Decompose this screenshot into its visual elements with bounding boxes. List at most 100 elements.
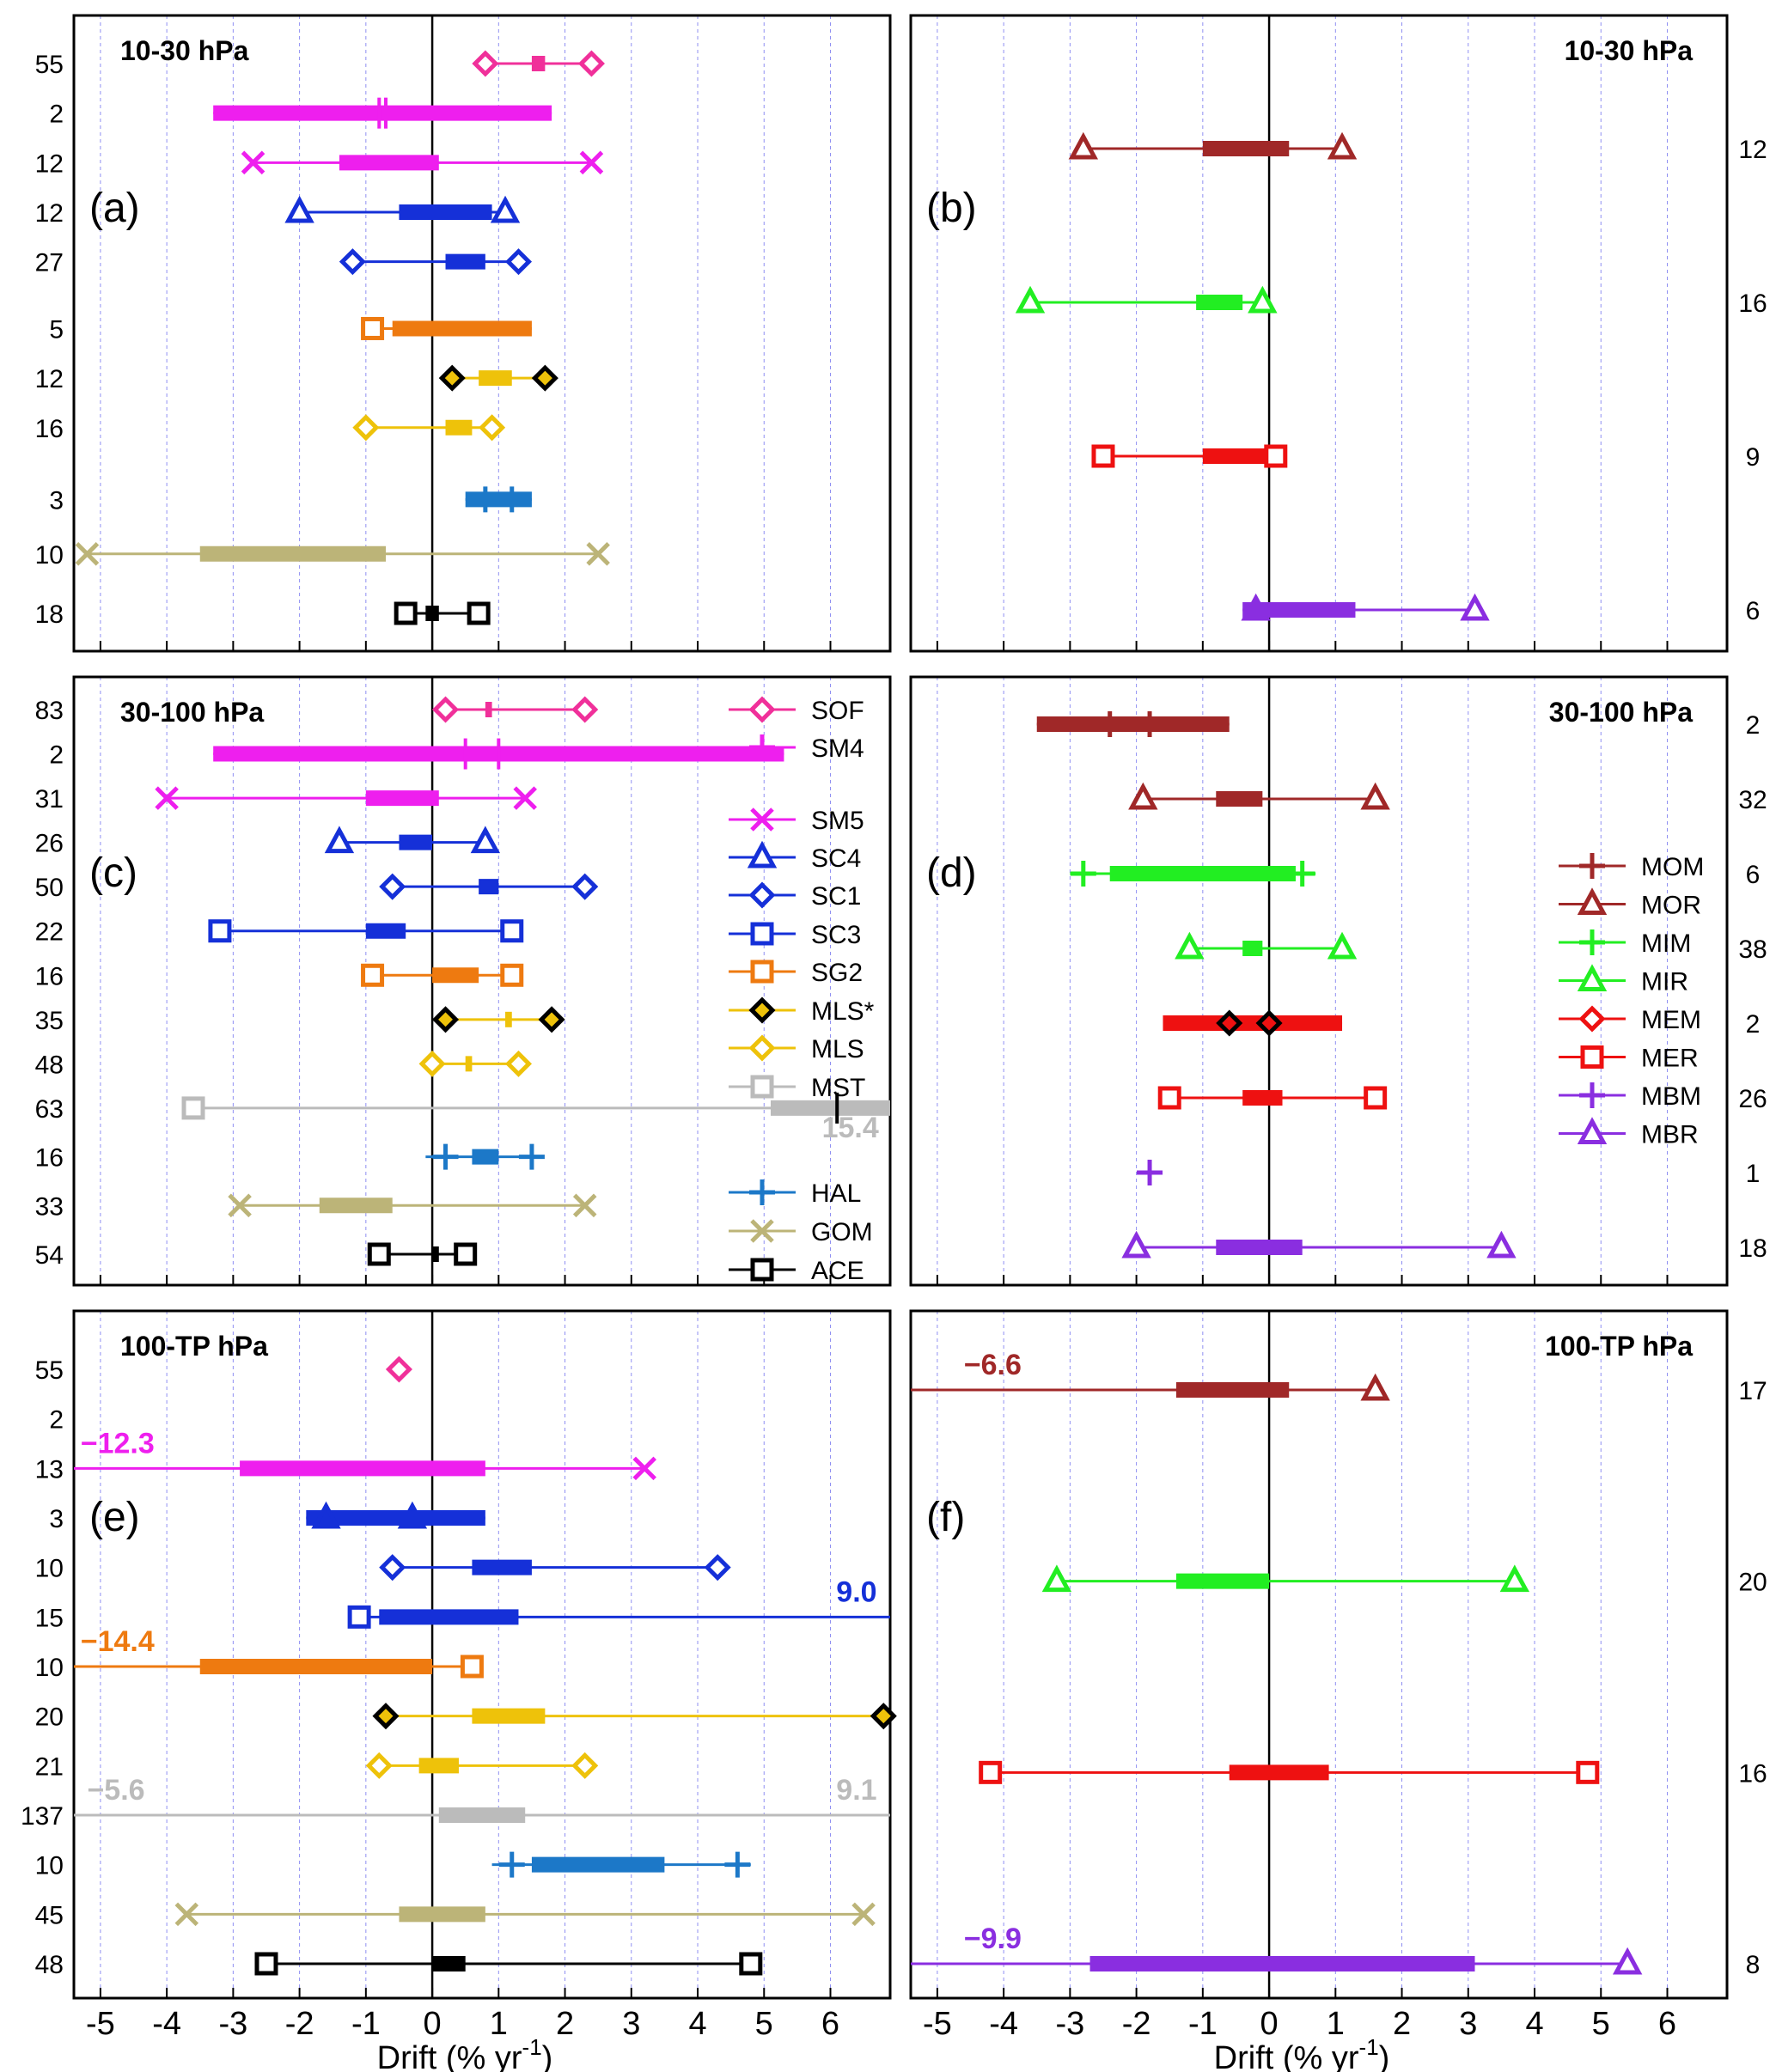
x-tick-label: -2 [285, 2006, 314, 2042]
row-count: 63 [35, 1095, 64, 1124]
marker-square [739, 1952, 763, 1976]
marker-square [254, 1952, 278, 1976]
row-count: 18 [1738, 1234, 1767, 1263]
marker-diamond [571, 696, 599, 723]
row-mst: 63 15.4 [35, 1092, 890, 1144]
legend-marker [750, 807, 774, 832]
legend-marker [1577, 1117, 1608, 1144]
row-sm4: 2 [49, 97, 552, 129]
marker-x [632, 1456, 656, 1481]
row-mb: 6 [1241, 593, 1760, 625]
legend-label: ACE [811, 1257, 864, 1285]
marker-plus [432, 1143, 459, 1170]
row-count: 20 [35, 1703, 64, 1732]
row-count: 54 [35, 1241, 64, 1270]
row-sof: 55 [35, 50, 605, 79]
marker-diamond [504, 1050, 533, 1077]
marker-triangle [1360, 782, 1390, 810]
row-mo: 2 [1036, 711, 1760, 740]
marker-plus [472, 486, 498, 513]
marker-square [979, 1760, 1003, 1784]
legend-marker [1578, 1005, 1606, 1033]
legend-marker [749, 1179, 775, 1205]
offscale-annotation: 9.0 [836, 1575, 876, 1608]
panel-frame [72, 1309, 892, 2000]
offscale-annotation: −9.9 [964, 1923, 1022, 1955]
row-sof: 83 [35, 696, 599, 725]
marker-x [586, 542, 610, 566]
row-count: 31 [35, 785, 64, 814]
marker-diamond [379, 873, 406, 900]
row-mb: 8 −9.9 [911, 1923, 1760, 1979]
x-tick-label: -3 [1055, 2006, 1084, 2042]
marker-diamond [504, 248, 533, 276]
legend-marker [1577, 964, 1608, 991]
row-count: 22 [35, 918, 64, 947]
marker-triangle [1175, 931, 1205, 960]
x-tick-label: -4 [989, 2006, 1018, 2042]
x-axis-label: Drift (% yr-1) [1214, 2034, 1390, 2072]
row-me: 9 [1091, 443, 1760, 472]
row-count: 50 [35, 874, 64, 902]
row-count: 32 [1738, 786, 1767, 814]
row-sm4: 2 [49, 738, 784, 770]
row-mlss: 12 [35, 364, 558, 393]
legend-label: SOF [811, 697, 864, 725]
legend-marker [750, 1219, 774, 1243]
row-me: 2 [1163, 1009, 1761, 1039]
marker-triangle [1015, 285, 1046, 314]
row-ace: 18 [35, 600, 491, 629]
marker-square [181, 1096, 205, 1120]
row-sc1: 50 [35, 873, 599, 902]
row-ace: 54 [35, 1241, 478, 1270]
marker-x [228, 1193, 252, 1218]
x-tick-label: 4 [1525, 2006, 1543, 2042]
x-tick-label: 4 [688, 2006, 706, 2042]
marker-diamond [431, 696, 460, 723]
row-sm4: 2 [49, 1406, 64, 1435]
x-tick-label: 2 [556, 2006, 574, 2042]
panel-title: 10-30 hPa [1565, 35, 1694, 66]
row-count: 16 [35, 962, 64, 990]
marker-triangle [284, 195, 314, 223]
legend-label: MIR [1641, 968, 1688, 996]
panel-title: 30-100 hPa [1549, 697, 1693, 728]
marker-square [1264, 444, 1288, 468]
row-sg2: 16 [35, 962, 524, 990]
row-count: 48 [35, 1051, 64, 1079]
row-count: 16 [1738, 1759, 1767, 1788]
legend-marker [750, 1258, 774, 1282]
marker-square [1157, 1086, 1181, 1110]
marker-plus [518, 1143, 545, 1170]
marker-x [155, 786, 179, 810]
row-count: 2 [49, 101, 64, 129]
row-gom: 45 [35, 1901, 876, 1929]
x-tick-label: 5 [1592, 2006, 1610, 2042]
marker-triangleFilled [1241, 593, 1271, 621]
marker-square [454, 1242, 478, 1266]
row-me: 16 [979, 1759, 1767, 1788]
marker-square [500, 963, 524, 987]
row-count: 27 [35, 249, 64, 277]
marker-diamondFilled [870, 1703, 897, 1730]
x-tick-label: -1 [351, 2006, 381, 2042]
row-count: 12 [1738, 136, 1767, 164]
row-count: 21 [35, 1752, 64, 1781]
row-mo: 32 [1128, 782, 1767, 814]
marker-diamondFilled [1216, 1009, 1243, 1037]
row-sg2: 5 [49, 315, 532, 344]
x-axis-right: -5 -4 -3 -2 -1 0 1 2 3 4 5 6 Drift (% yr-1) [923, 2006, 1676, 2072]
row-count: 16 [1738, 289, 1767, 318]
marker-x [513, 786, 537, 810]
marker-x [75, 542, 100, 566]
marker-square [361, 963, 385, 987]
panel-letter: (d) [926, 850, 977, 896]
row-count: 55 [35, 51, 64, 79]
legend-label: MIM [1641, 929, 1691, 958]
legend-label: MLS [811, 1035, 864, 1063]
legend-label: SC1 [811, 882, 861, 911]
marker-diamondFilled [438, 364, 466, 392]
row-count: 2 [1746, 1010, 1761, 1039]
marker-plus [498, 1851, 525, 1878]
row-mi: 38 [1175, 931, 1767, 964]
